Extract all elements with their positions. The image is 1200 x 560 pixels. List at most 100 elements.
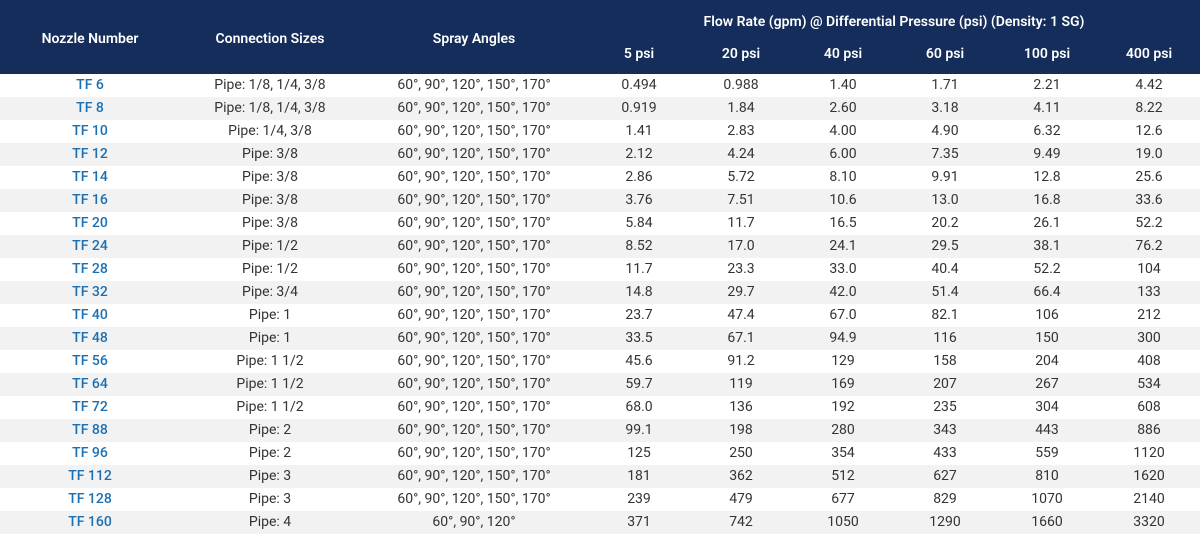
flow-value-cell: 512 [792, 465, 894, 488]
table-row: TF 32Pipe: 3/460°, 90°, 120°, 150°, 170°… [0, 281, 1200, 304]
flow-value-cell: 33.6 [1098, 189, 1200, 212]
flow-value-cell: 1070 [996, 488, 1098, 511]
flow-value-cell: 443 [996, 419, 1098, 442]
flow-value-cell: 1.40 [792, 74, 894, 97]
flow-value-cell: 810 [996, 465, 1098, 488]
spray-angle-cell: 60°, 90°, 120°, 150°, 170° [360, 373, 588, 396]
flow-value-cell: 235 [894, 396, 996, 419]
spray-angle-cell: 60°, 90°, 120°, 150°, 170° [360, 442, 588, 465]
flow-value-cell: 26.1 [996, 212, 1098, 235]
flow-value-cell: 742 [690, 511, 792, 534]
nozzle-number-link[interactable]: TF 8 [0, 97, 180, 120]
spray-angle-cell: 60°, 90°, 120°, 150°, 170° [360, 419, 588, 442]
connection-size-cell: Pipe: 3/8 [180, 212, 360, 235]
flow-value-cell: 371 [588, 511, 690, 534]
table-row: TF 96Pipe: 260°, 90°, 120°, 150°, 170°12… [0, 442, 1200, 465]
nozzle-number-link[interactable]: TF 88 [0, 419, 180, 442]
col-spray-angles: Spray Angles [360, 0, 588, 74]
flow-value-cell: 40.4 [894, 258, 996, 281]
table-row: TF 72Pipe: 1 1/260°, 90°, 120°, 150°, 17… [0, 396, 1200, 419]
nozzle-number-link[interactable]: TF 160 [0, 511, 180, 534]
nozzle-number-link[interactable]: TF 72 [0, 396, 180, 419]
col-psi-400: 400 psi [1098, 40, 1200, 74]
nozzle-number-link[interactable]: TF 56 [0, 350, 180, 373]
flow-value-cell: 47.4 [690, 304, 792, 327]
flow-value-cell: 119 [690, 373, 792, 396]
col-connection-sizes: Connection Sizes [180, 0, 360, 74]
table-row: TF 88Pipe: 260°, 90°, 120°, 150°, 170°99… [0, 419, 1200, 442]
flow-value-cell: 0.494 [588, 74, 690, 97]
flow-value-cell: 1.71 [894, 74, 996, 97]
nozzle-number-link[interactable]: TF 40 [0, 304, 180, 327]
table-row: TF 14Pipe: 3/860°, 90°, 120°, 150°, 170°… [0, 166, 1200, 189]
flow-value-cell: 25.6 [1098, 166, 1200, 189]
flow-value-cell: 38.1 [996, 235, 1098, 258]
flow-value-cell: 99.1 [588, 419, 690, 442]
spray-angle-cell: 60°, 90°, 120°, 150°, 170° [360, 166, 588, 189]
flow-value-cell: 66.4 [996, 281, 1098, 304]
table-row: TF 16Pipe: 3/860°, 90°, 120°, 150°, 170°… [0, 189, 1200, 212]
flow-value-cell: 354 [792, 442, 894, 465]
flow-value-cell: 33.0 [792, 258, 894, 281]
nozzle-number-link[interactable]: TF 14 [0, 166, 180, 189]
flow-value-cell: 9.49 [996, 143, 1098, 166]
flow-value-cell: 0.988 [690, 74, 792, 97]
connection-size-cell: Pipe: 1 1/2 [180, 350, 360, 373]
nozzle-number-link[interactable]: TF 32 [0, 281, 180, 304]
nozzle-number-link[interactable]: TF 6 [0, 74, 180, 97]
flow-value-cell: 1660 [996, 511, 1098, 534]
table-row: TF 40Pipe: 160°, 90°, 120°, 150°, 170°23… [0, 304, 1200, 327]
flow-value-cell: 362 [690, 465, 792, 488]
flow-value-cell: 125 [588, 442, 690, 465]
nozzle-number-link[interactable]: TF 96 [0, 442, 180, 465]
flow-value-cell: 17.0 [690, 235, 792, 258]
flow-value-cell: 3.18 [894, 97, 996, 120]
connection-size-cell: Pipe: 2 [180, 442, 360, 465]
flow-value-cell: 133 [1098, 281, 1200, 304]
flow-value-cell: 11.7 [588, 258, 690, 281]
nozzle-number-link[interactable]: TF 48 [0, 327, 180, 350]
nozzle-number-link[interactable]: TF 24 [0, 235, 180, 258]
col-psi-100: 100 psi [996, 40, 1098, 74]
nozzle-number-link[interactable]: TF 112 [0, 465, 180, 488]
flow-value-cell: 1620 [1098, 465, 1200, 488]
flow-value-cell: 12.8 [996, 166, 1098, 189]
table-row: TF 64Pipe: 1 1/260°, 90°, 120°, 150°, 17… [0, 373, 1200, 396]
flow-value-cell: 1050 [792, 511, 894, 534]
connection-size-cell: Pipe: 1/2 [180, 258, 360, 281]
table-row: TF 48Pipe: 160°, 90°, 120°, 150°, 170°33… [0, 327, 1200, 350]
spray-angle-cell: 60°, 90°, 120°, 150°, 170° [360, 212, 588, 235]
nozzle-number-link[interactable]: TF 128 [0, 488, 180, 511]
nozzle-number-link[interactable]: TF 12 [0, 143, 180, 166]
flow-value-cell: 2.83 [690, 120, 792, 143]
connection-size-cell: Pipe: 3 [180, 488, 360, 511]
flow-value-cell: 886 [1098, 419, 1200, 442]
connection-size-cell: Pipe: 3/8 [180, 166, 360, 189]
flow-value-cell: 2.12 [588, 143, 690, 166]
spray-angle-cell: 60°, 90°, 120°, 150°, 170° [360, 235, 588, 258]
connection-size-cell: Pipe: 1/4, 3/8 [180, 120, 360, 143]
connection-size-cell: Pipe: 4 [180, 511, 360, 534]
nozzle-number-link[interactable]: TF 10 [0, 120, 180, 143]
flow-value-cell: 51.4 [894, 281, 996, 304]
flow-value-cell: 304 [996, 396, 1098, 419]
col-psi-20: 20 psi [690, 40, 792, 74]
spray-angle-cell: 60°, 90°, 120°, 150°, 170° [360, 281, 588, 304]
nozzle-number-link[interactable]: TF 28 [0, 258, 180, 281]
flow-value-cell: 677 [792, 488, 894, 511]
flow-value-cell: 6.00 [792, 143, 894, 166]
flow-value-cell: 1.41 [588, 120, 690, 143]
spray-angle-cell: 60°, 90°, 120°, 150°, 170° [360, 143, 588, 166]
spray-angle-cell: 60°, 90°, 120°, 150°, 170° [360, 74, 588, 97]
nozzle-number-link[interactable]: TF 64 [0, 373, 180, 396]
table-header: Nozzle Number Connection Sizes Spray Ang… [0, 0, 1200, 74]
flow-value-cell: 29.5 [894, 235, 996, 258]
nozzle-number-link[interactable]: TF 16 [0, 189, 180, 212]
flow-value-cell: 45.6 [588, 350, 690, 373]
flow-value-cell: 267 [996, 373, 1098, 396]
nozzle-number-link[interactable]: TF 20 [0, 212, 180, 235]
flow-value-cell: 4.24 [690, 143, 792, 166]
flow-value-cell: 67.0 [792, 304, 894, 327]
flow-value-cell: 2.60 [792, 97, 894, 120]
col-nozzle-number: Nozzle Number [0, 0, 180, 74]
